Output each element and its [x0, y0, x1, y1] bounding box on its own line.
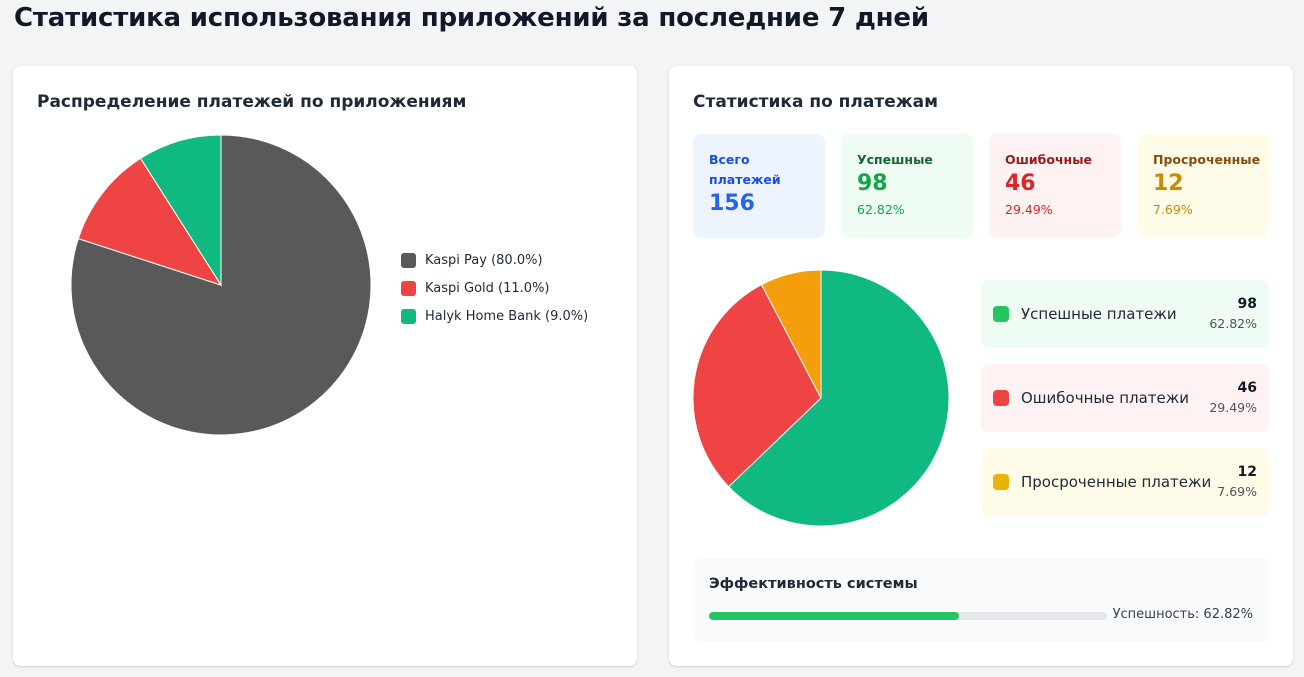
legend-item-kaspi-pay[interactable]: Kaspi Pay (80.0%) — [401, 246, 588, 274]
stat-overdue: Просроченные 12 7.69% — [1137, 134, 1269, 238]
apps-pie-chart — [70, 134, 372, 436]
legend-label: Kaspi Gold (11.0%) — [425, 280, 550, 296]
row-dot — [993, 306, 1009, 322]
stat-success-pct: 62.82% — [857, 202, 905, 217]
stat-success: Успешные 98 62.82% — [841, 134, 973, 238]
row-label: Успешные платежи — [1021, 305, 1177, 323]
stat-total-value: 156 — [709, 191, 755, 216]
row-count: 46 — [1237, 380, 1257, 396]
row-pct: 7.69% — [1217, 484, 1257, 499]
row-dot — [993, 390, 1009, 406]
pie-slice-halyk-home-bank[interactable] — [139, 134, 222, 287]
efficiency-text: Успешность: 62.82% — [1112, 607, 1253, 622]
stat-success-label: Успешные — [857, 152, 933, 167]
legend-swatch — [401, 252, 416, 268]
stat-overdue-pct: 7.69% — [1153, 202, 1193, 217]
row-error-payments: Ошибочные платежи 46 29.49% — [981, 364, 1269, 432]
apps-card-title: Распределение платежей по приложениям — [37, 92, 467, 112]
stat-overdue-value: 12 — [1153, 171, 1184, 196]
legend-item-halyk-home-bank[interactable]: Halyk Home Bank (9.0%) — [401, 302, 588, 330]
stat-total: Всего платежей 156 — [693, 134, 825, 238]
pie-slice-просроченные-платежи[interactable] — [760, 269, 822, 399]
legend-label: Kaspi Pay (80.0%) — [425, 252, 543, 268]
payments-stats-card: Статистика по платежам Всего платежей 15… — [669, 66, 1293, 666]
row-pct: 62.82% — [1209, 316, 1257, 331]
apps-legend: Kaspi Pay (80.0%) Kaspi Gold (11.0%) Hal… — [401, 246, 588, 330]
stat-error-value: 46 — [1005, 171, 1036, 196]
stat-error-label: Ошибочные — [1005, 152, 1092, 167]
pie-slice-ошибочные-платежи[interactable] — [692, 283, 822, 488]
stat-overdue-label: Просроченные — [1153, 152, 1261, 167]
legend-label: Halyk Home Bank (9.0%) — [425, 308, 589, 324]
stat-error-pct: 29.49% — [1005, 202, 1053, 217]
row-nums: 46 29.49% — [1209, 378, 1257, 418]
legend-swatch — [401, 308, 416, 324]
legend-item-kaspi-gold[interactable]: Kaspi Gold (11.0%) — [401, 274, 588, 302]
payments-card-title: Статистика по платежам — [693, 92, 939, 112]
row-pct: 29.49% — [1209, 400, 1257, 415]
payments-pie-chart — [692, 269, 950, 527]
stat-success-value: 98 — [857, 171, 888, 196]
page-title: Статистика использования приложений за п… — [14, 3, 929, 33]
row-label: Просроченные платежи — [1021, 473, 1212, 491]
legend-swatch — [401, 280, 416, 296]
pie-slice-kaspi-gold[interactable] — [77, 157, 223, 286]
efficiency-title: Эффективность системы — [709, 576, 918, 592]
efficiency-panel: Эффективность системы Успешность: 62.82% — [693, 558, 1269, 642]
row-nums: 12 7.69% — [1217, 462, 1257, 502]
apps-distribution-card: Распределение платежей по приложениям Ka… — [13, 66, 637, 666]
stat-total-label: Всего платежей — [709, 152, 781, 187]
row-count: 12 — [1237, 464, 1257, 480]
row-count: 98 — [1237, 296, 1257, 312]
row-label: Ошибочные платежи — [1021, 389, 1190, 407]
pie-slice-успешные-платежи[interactable] — [727, 269, 950, 527]
stat-error: Ошибочные 46 29.49% — [989, 134, 1121, 238]
efficiency-progress-fill — [709, 612, 960, 620]
row-nums: 98 62.82% — [1209, 294, 1257, 334]
row-dot — [993, 474, 1009, 490]
row-overdue-payments: Просроченные платежи 12 7.69% — [981, 448, 1269, 516]
efficiency-progress-track — [709, 612, 1107, 620]
row-success-payments: Успешные платежи 98 62.82% — [981, 280, 1269, 348]
